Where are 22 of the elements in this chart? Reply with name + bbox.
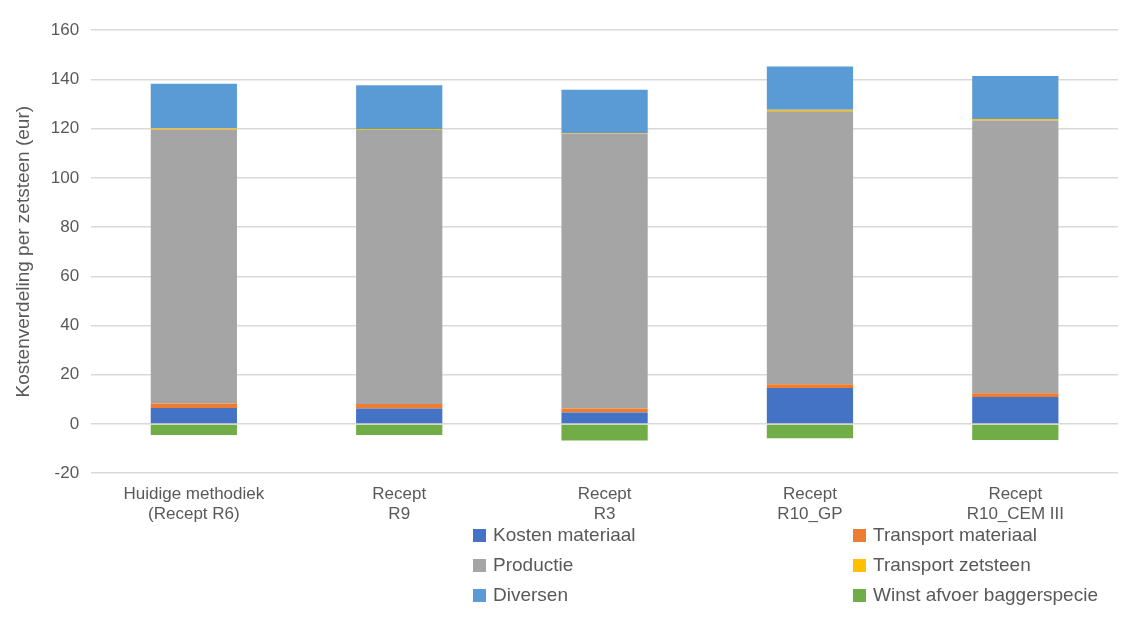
legend-label: Kosten materiaal xyxy=(493,524,636,546)
legend-label: Transport materiaal xyxy=(873,524,1038,546)
x-tick-label: Recept R10_GP xyxy=(777,484,843,524)
legend-label: Transport zetsteen xyxy=(873,554,1031,576)
y-tick-label: 120 xyxy=(50,118,80,138)
x-tick-label: Recept R3 xyxy=(577,484,632,524)
y-tick-label: 0 xyxy=(69,413,80,433)
y-axis-title: Kostenverdeling per zetsteen (eur) xyxy=(11,105,33,398)
y-tick-label: 100 xyxy=(50,167,80,187)
legend-label: Winst afvoer baggerspecie xyxy=(873,584,1098,606)
y-tick-label: 80 xyxy=(60,216,80,236)
y-tick-label: 160 xyxy=(50,19,80,39)
x-tick-label: Recept R10_CEM III xyxy=(966,484,1064,524)
x-tick-label: Huidige methodiek (Recept R6) xyxy=(123,484,265,524)
y-tick-label: 140 xyxy=(50,69,80,89)
legend-label: Diversen xyxy=(493,584,568,606)
y-tick-label: 20 xyxy=(60,364,80,384)
y-tick-label: 60 xyxy=(60,266,80,285)
legend-label: Productie xyxy=(493,554,574,576)
y-tick-label: 40 xyxy=(60,315,80,335)
x-tick-label: Recept R9 xyxy=(372,484,427,524)
y-tick-label: -20 xyxy=(54,462,80,482)
